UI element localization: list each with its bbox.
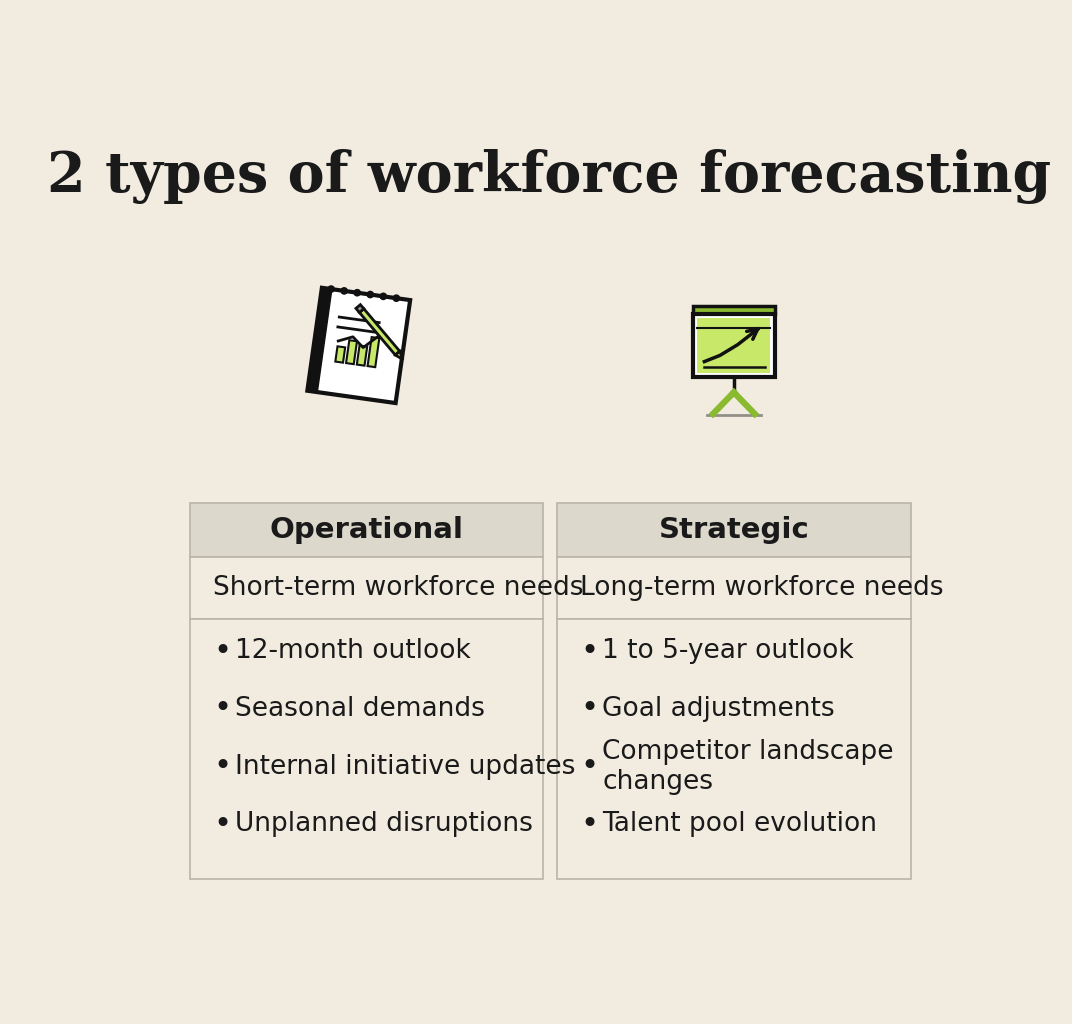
Text: Long-term workforce needs: Long-term workforce needs bbox=[580, 574, 944, 601]
Text: Talent pool evolution: Talent pool evolution bbox=[602, 811, 877, 838]
Text: 2 types of workforce forecasting: 2 types of workforce forecasting bbox=[47, 148, 1052, 204]
Polygon shape bbox=[368, 337, 379, 368]
FancyBboxPatch shape bbox=[190, 618, 544, 879]
Text: •: • bbox=[580, 810, 598, 839]
Text: 12-month outlook: 12-month outlook bbox=[235, 638, 471, 665]
Text: •: • bbox=[580, 694, 598, 723]
Text: 1 to 5-year outlook: 1 to 5-year outlook bbox=[602, 638, 853, 665]
Text: Goal adjustments: Goal adjustments bbox=[602, 696, 835, 722]
Circle shape bbox=[379, 293, 387, 300]
FancyBboxPatch shape bbox=[557, 503, 910, 557]
Text: •: • bbox=[580, 752, 598, 781]
Polygon shape bbox=[359, 309, 400, 355]
Text: •: • bbox=[580, 637, 598, 666]
Text: Short-term workforce needs: Short-term workforce needs bbox=[213, 574, 583, 601]
Circle shape bbox=[340, 287, 348, 295]
FancyBboxPatch shape bbox=[190, 503, 544, 557]
Circle shape bbox=[354, 289, 361, 297]
Polygon shape bbox=[357, 345, 368, 366]
Text: Competitor landscape
changes: Competitor landscape changes bbox=[602, 738, 894, 795]
Text: •: • bbox=[213, 694, 232, 723]
Circle shape bbox=[392, 294, 400, 302]
FancyBboxPatch shape bbox=[694, 313, 775, 377]
FancyBboxPatch shape bbox=[557, 618, 910, 879]
Polygon shape bbox=[346, 340, 357, 365]
Polygon shape bbox=[308, 288, 332, 392]
Polygon shape bbox=[356, 305, 363, 312]
FancyBboxPatch shape bbox=[698, 318, 771, 373]
Text: Internal initiative updates: Internal initiative updates bbox=[235, 754, 575, 779]
Circle shape bbox=[367, 291, 374, 298]
Text: Seasonal demands: Seasonal demands bbox=[235, 696, 485, 722]
Polygon shape bbox=[396, 351, 403, 359]
FancyBboxPatch shape bbox=[694, 306, 775, 313]
FancyBboxPatch shape bbox=[190, 557, 544, 618]
Text: Unplanned disruptions: Unplanned disruptions bbox=[235, 811, 533, 838]
Polygon shape bbox=[336, 346, 345, 362]
Text: •: • bbox=[213, 637, 232, 666]
Text: Operational: Operational bbox=[269, 516, 463, 544]
FancyBboxPatch shape bbox=[557, 557, 910, 618]
Text: •: • bbox=[213, 810, 232, 839]
Text: Strategic: Strategic bbox=[658, 516, 809, 544]
Circle shape bbox=[327, 286, 334, 293]
Polygon shape bbox=[308, 288, 411, 403]
Text: •: • bbox=[213, 752, 232, 781]
